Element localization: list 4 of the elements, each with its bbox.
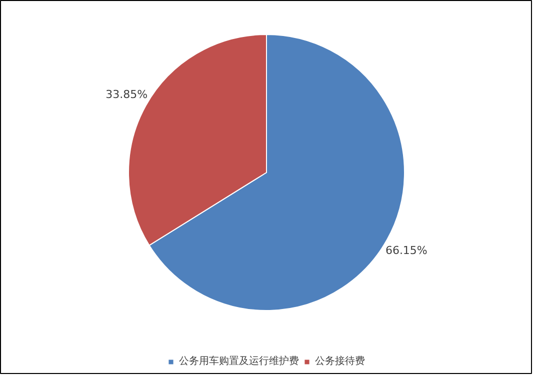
data-label: 33.85% (106, 88, 148, 102)
legend-label: 公务用车购置及运行维护费 (179, 354, 299, 368)
legend-label: 公务接待费 (315, 354, 365, 368)
data-label: 66.15% (385, 244, 428, 257)
